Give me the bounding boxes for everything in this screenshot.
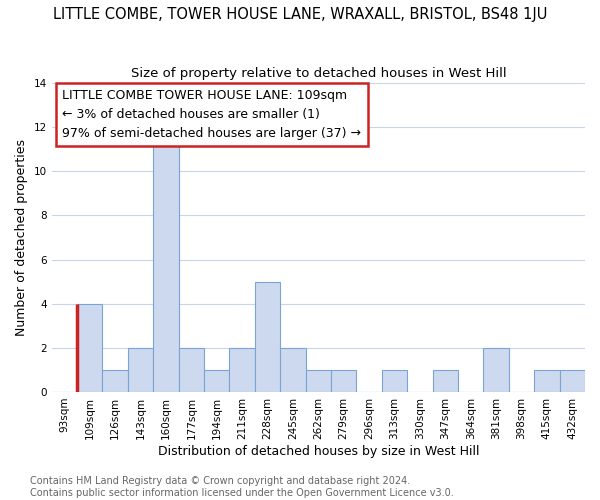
Bar [153, 127, 179, 392]
Bar [484, 348, 509, 392]
Bar [255, 282, 280, 392]
Bar [77, 304, 103, 392]
Bar [280, 348, 305, 392]
Bar [179, 348, 204, 392]
X-axis label: Distribution of detached houses by size in West Hill: Distribution of detached houses by size … [158, 444, 479, 458]
Bar [382, 370, 407, 392]
Bar [560, 370, 585, 392]
Bar [433, 370, 458, 392]
Bar [204, 370, 229, 392]
Bar [103, 370, 128, 392]
Title: Size of property relative to detached houses in West Hill: Size of property relative to detached ho… [131, 68, 506, 80]
Bar [331, 370, 356, 392]
Bar [128, 348, 153, 392]
Bar [534, 370, 560, 392]
Text: LITTLE COMBE TOWER HOUSE LANE: 109sqm
← 3% of detached houses are smaller (1)
97: LITTLE COMBE TOWER HOUSE LANE: 109sqm ← … [62, 89, 361, 140]
Text: Contains HM Land Registry data © Crown copyright and database right 2024.
Contai: Contains HM Land Registry data © Crown c… [30, 476, 454, 498]
Text: LITTLE COMBE, TOWER HOUSE LANE, WRAXALL, BRISTOL, BS48 1JU: LITTLE COMBE, TOWER HOUSE LANE, WRAXALL,… [53, 8, 547, 22]
Bar [229, 348, 255, 392]
Bar [305, 370, 331, 392]
Y-axis label: Number of detached properties: Number of detached properties [15, 139, 28, 336]
